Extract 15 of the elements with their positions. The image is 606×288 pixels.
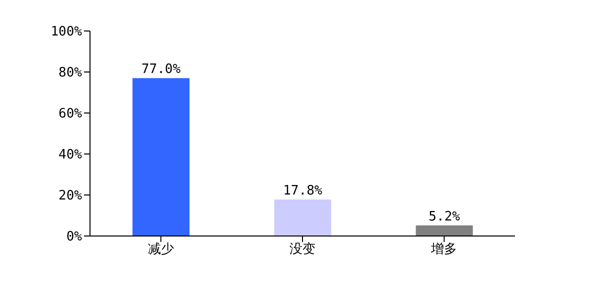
y-tick-label: 100%: [50, 24, 82, 40]
bar: [416, 225, 473, 236]
x-tick-label: 没变: [290, 242, 316, 258]
data-label: 17.8%: [283, 184, 322, 199]
data-label: 77.0%: [141, 62, 181, 78]
y-tick-label: 20%: [58, 188, 82, 204]
bar: [274, 200, 332, 236]
data-label: 5.2%: [428, 209, 460, 224]
y-tick-label: 60%: [58, 106, 82, 122]
x-tick-label: 增多: [430, 242, 458, 258]
x-tick-label: 减少: [148, 242, 174, 258]
y-tick-label: 80%: [58, 66, 82, 81]
y-tick-label: 0%: [66, 230, 82, 245]
y-tick-label: 40%: [58, 148, 82, 163]
bar: [132, 78, 190, 236]
